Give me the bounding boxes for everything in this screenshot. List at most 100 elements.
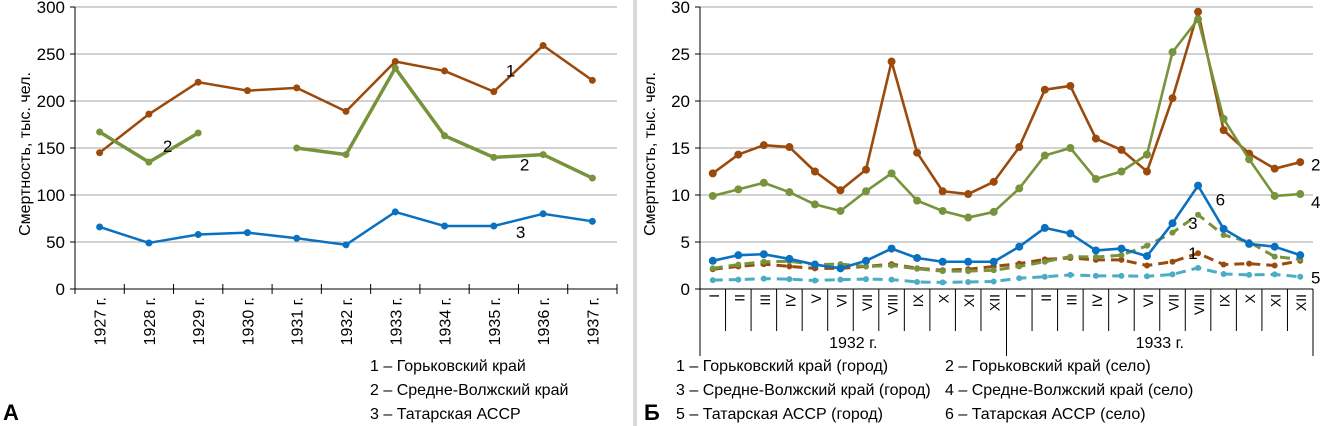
data-point-5 — [1016, 275, 1023, 282]
data-point-2 — [836, 186, 845, 195]
data-point-3 — [1169, 229, 1176, 236]
data-point-5 — [1092, 272, 1099, 279]
month-label: XI — [1268, 294, 1284, 307]
data-point-1 — [588, 76, 596, 84]
data-point-2 — [913, 148, 922, 157]
legend-entry: 5 – Татарская АССР (город) — [676, 406, 883, 423]
data-point-2 — [145, 158, 153, 166]
data-point-5 — [709, 277, 716, 284]
data-point-3 — [1195, 211, 1202, 218]
data-point-2 — [810, 167, 819, 176]
panel-divider — [633, 0, 637, 426]
data-point-2 — [391, 64, 399, 72]
data-point-4 — [1091, 175, 1100, 184]
series-line-1 — [98, 44, 594, 154]
data-point-5 — [914, 278, 921, 285]
month-label: XI — [961, 294, 977, 307]
y-tick-label: 50 — [46, 233, 65, 252]
data-point-5 — [1271, 271, 1278, 278]
data-point-2 — [1040, 85, 1049, 94]
data-point-1 — [194, 78, 202, 86]
x-tick-label: 1930 г. — [240, 297, 257, 345]
y-axis-label: Смертность, тыс. чел. — [17, 72, 34, 236]
month-label: IX — [910, 293, 926, 307]
data-point-3 — [243, 229, 251, 237]
data-point-6 — [862, 256, 871, 265]
data-point-3 — [1220, 231, 1227, 238]
series-line-2 — [712, 10, 1301, 196]
y-axis-label: Смертность, тыс. чел. — [642, 72, 659, 236]
data-point-2 — [785, 143, 794, 152]
data-point-5 — [1169, 271, 1176, 278]
data-point-5 — [990, 278, 997, 285]
data-point-3 — [863, 263, 870, 270]
data-point-1 — [786, 263, 793, 270]
data-point-1 — [96, 149, 104, 157]
panel-label: А — [3, 400, 19, 425]
data-point-3 — [391, 208, 399, 216]
data-point-2 — [194, 129, 202, 137]
data-point-4 — [1219, 114, 1228, 123]
series-line-5 — [712, 266, 1301, 284]
month-label: VII — [859, 294, 875, 311]
y-tick-label: 300 — [37, 0, 65, 17]
y-tick-label: 25 — [671, 45, 690, 64]
data-point-6 — [785, 254, 794, 263]
series-annotation: 6 — [1216, 190, 1225, 209]
data-point-3 — [1092, 254, 1099, 261]
data-point-3 — [1271, 253, 1278, 260]
data-point-2 — [1219, 126, 1228, 135]
data-point-1 — [1271, 262, 1278, 269]
data-point-1 — [1195, 250, 1202, 257]
x-tick-label: 1937 г. — [585, 297, 602, 345]
data-point-6 — [810, 260, 819, 269]
data-point-6 — [1245, 239, 1254, 248]
legend-entry: 1 – Горьковский край (город) — [676, 358, 888, 375]
data-point-6 — [1194, 181, 1203, 190]
legend-entry: 1 – Горьковский край — [370, 358, 526, 375]
data-point-6 — [836, 264, 845, 273]
month-label: I — [706, 294, 722, 298]
data-point-3 — [539, 210, 547, 218]
data-point-1 — [391, 58, 399, 66]
data-point-6 — [734, 251, 743, 260]
data-point-3 — [888, 262, 895, 269]
data-point-5 — [760, 275, 767, 282]
month-label: XII — [1293, 294, 1309, 311]
x-tick-label: 1936 г. — [536, 297, 553, 345]
data-point-2 — [293, 144, 301, 152]
month-label: IX — [1217, 293, 1233, 307]
data-point-6 — [1015, 242, 1024, 251]
data-point-5 — [1297, 273, 1304, 280]
month-label: IV — [782, 293, 798, 307]
data-point-6 — [1142, 252, 1151, 261]
data-point-4 — [1270, 191, 1279, 200]
data-point-4 — [1015, 184, 1024, 193]
data-point-6 — [708, 256, 717, 265]
y-tick-label: 0 — [681, 280, 690, 299]
data-point-4 — [1245, 155, 1254, 164]
data-point-4 — [1194, 15, 1203, 24]
data-point-5 — [811, 277, 818, 284]
data-point-6 — [1219, 224, 1228, 233]
data-point-3 — [588, 217, 596, 225]
y-tick-label: 5 — [681, 233, 690, 252]
series-annotation: 2 — [1311, 156, 1320, 175]
data-point-2 — [1091, 134, 1100, 143]
data-point-5 — [1143, 273, 1150, 280]
data-point-3 — [145, 239, 153, 247]
data-point-4 — [1066, 144, 1075, 152]
series-line-2 — [98, 130, 200, 164]
data-point-1 — [1246, 260, 1253, 267]
series-annotation: 2 — [163, 137, 172, 156]
y-tick-label: 150 — [37, 139, 65, 158]
data-point-4 — [1296, 190, 1305, 199]
series-annotation: 3 — [1188, 214, 1197, 233]
y-tick-label: 200 — [37, 92, 65, 111]
data-point-6 — [1168, 219, 1177, 228]
chart-a: 0 50 100 150 200 250 300 Смертность, тыс. чел. 1… — [3, 0, 618, 425]
data-point-4 — [810, 200, 819, 209]
data-point-4 — [862, 187, 871, 196]
data-point-4 — [887, 169, 896, 178]
data-point-4 — [708, 191, 717, 200]
